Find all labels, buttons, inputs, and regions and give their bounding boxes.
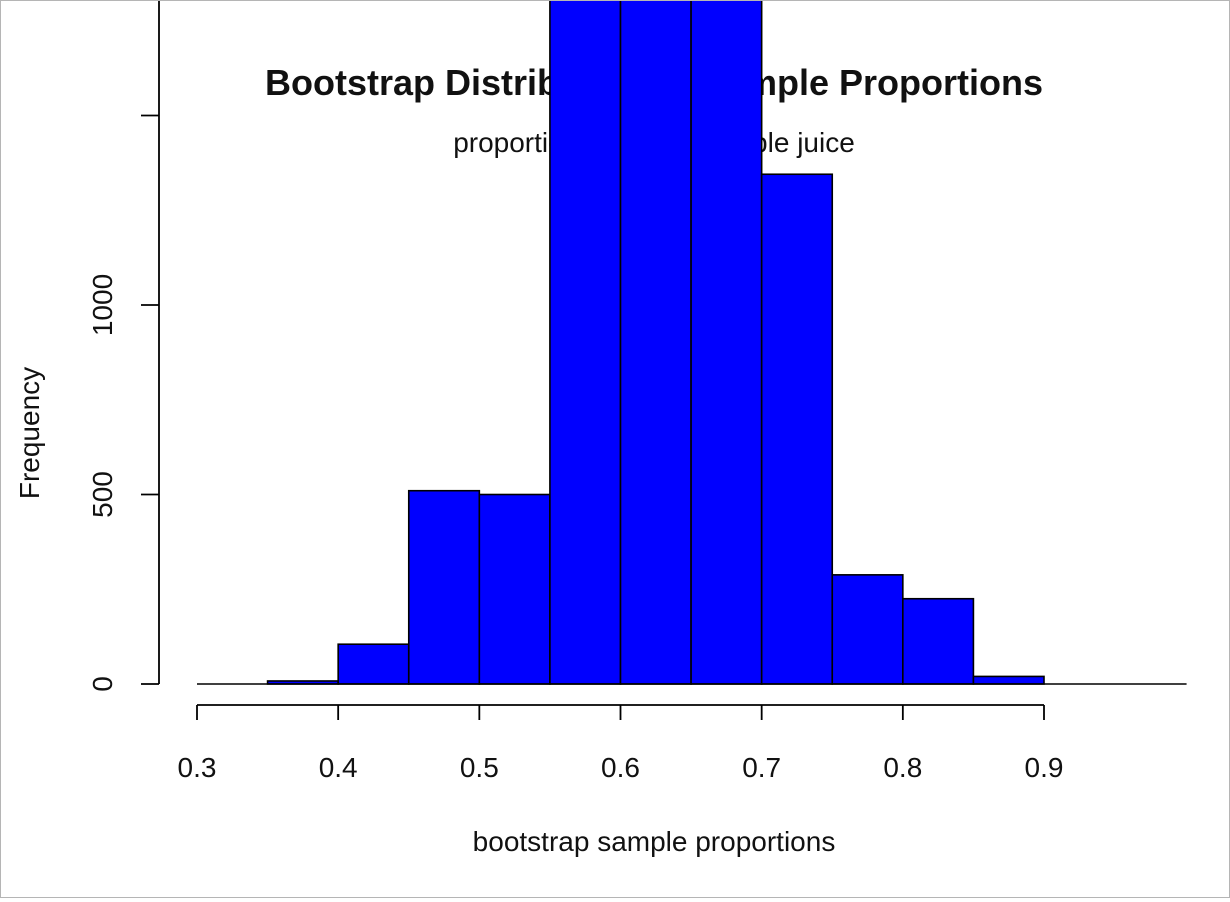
x-tick-label: 0.7	[742, 752, 781, 783]
histogram-bar	[690, 0, 763, 685]
histogram-bar	[478, 493, 551, 685]
y-tick-label: 500	[87, 471, 118, 518]
histogram-bar	[831, 574, 904, 685]
x-tick-label: 0.5	[460, 752, 499, 783]
x-axis: 0.3 0.4 0.5 0.6 0.7 0.8 0.9	[178, 704, 1064, 783]
x-tick-label: 0.9	[1025, 752, 1064, 783]
histogram-bars	[197, 0, 1187, 685]
y-tick-label: 0	[87, 676, 118, 692]
y-axis: 050010002000	[87, 0, 160, 692]
histogram-bar	[549, 0, 622, 685]
y-tick-label: 1000	[87, 274, 118, 336]
x-tick-label: 0.8	[883, 752, 922, 783]
y-axis-label: Frequency	[14, 367, 45, 499]
x-tick-label: 0.6	[601, 752, 640, 783]
histogram-bar	[619, 0, 692, 685]
x-axis-label: bootstrap sample proportions	[473, 826, 836, 857]
x-tick-label: 0.4	[319, 752, 358, 783]
histogram-bar	[337, 643, 410, 685]
x-tick-label: 0.3	[178, 752, 217, 783]
histogram-bar	[902, 597, 975, 685]
histogram-bar	[407, 489, 481, 685]
histogram-bar	[760, 173, 834, 685]
histogram-bar	[972, 675, 1045, 685]
